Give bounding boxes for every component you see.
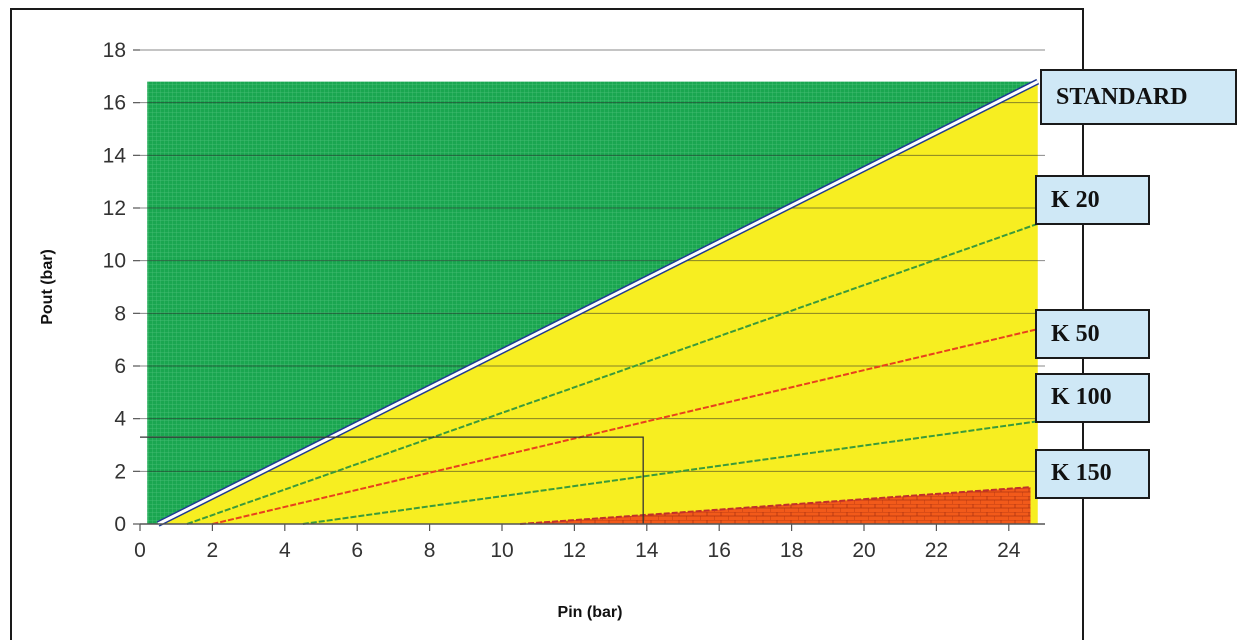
x-tick-label-6: 6 [351,539,363,562]
x-tick-label-0: 0 [134,539,146,562]
series-line-k-100 [302,420,1038,525]
y-tick-label-8: 8 [114,302,126,325]
y-axis-title: Pout (bar) [39,249,56,325]
x-tick-label-2: 2 [207,539,219,562]
y-tick-label-14: 14 [103,144,127,167]
y-tick-label-12: 12 [103,197,126,220]
x-tick-label-22: 22 [925,539,948,562]
y-tick-label-6: 6 [114,355,126,378]
x-tick-label-16: 16 [708,539,731,562]
x-tick-label-12: 12 [563,539,586,562]
series-line-standard [157,80,1039,526]
series-line-k-50 [212,328,1038,525]
x-tick-label-24: 24 [997,539,1021,562]
x-tick-label-14: 14 [635,539,659,562]
callout-k-100: K 100 [1035,372,1150,423]
callout-k-150: K 150 [1035,448,1150,499]
x-tick-label-10: 10 [490,539,513,562]
callout-k-20: K 20 [1035,175,1150,226]
chart-series [156,78,1040,527]
y-tick-label-18: 18 [103,39,126,62]
reference-box [140,436,644,524]
x-axis-title: Pin (bar) [558,604,623,621]
callout-standard: STANDARD [1040,69,1237,126]
y-tick-label-2: 2 [114,460,126,483]
x-tick-label-20: 20 [852,539,875,562]
reference-box-outline [140,436,644,524]
region-below-k150 [520,487,1031,524]
x-tick-label-8: 8 [424,539,436,562]
y-tick-label-10: 10 [103,250,126,273]
series-line-k-20 [186,222,1039,525]
y-tick-label-4: 4 [114,408,126,431]
y-axis-ticks: 0 2 4 6 8 10 12 14 16 18 [103,39,140,536]
x-axis-ticks: 0 2 4 6 8 10 12 14 16 18 20 22 24 [134,524,1021,562]
callout-k-50: K 50 [1035,309,1150,360]
y-tick-label-16: 16 [103,92,126,115]
series-line-k-150 [520,486,1031,525]
x-tick-label-4: 4 [279,539,291,562]
y-tick-label-0: 0 [114,513,126,536]
x-tick-label-18: 18 [780,539,803,562]
